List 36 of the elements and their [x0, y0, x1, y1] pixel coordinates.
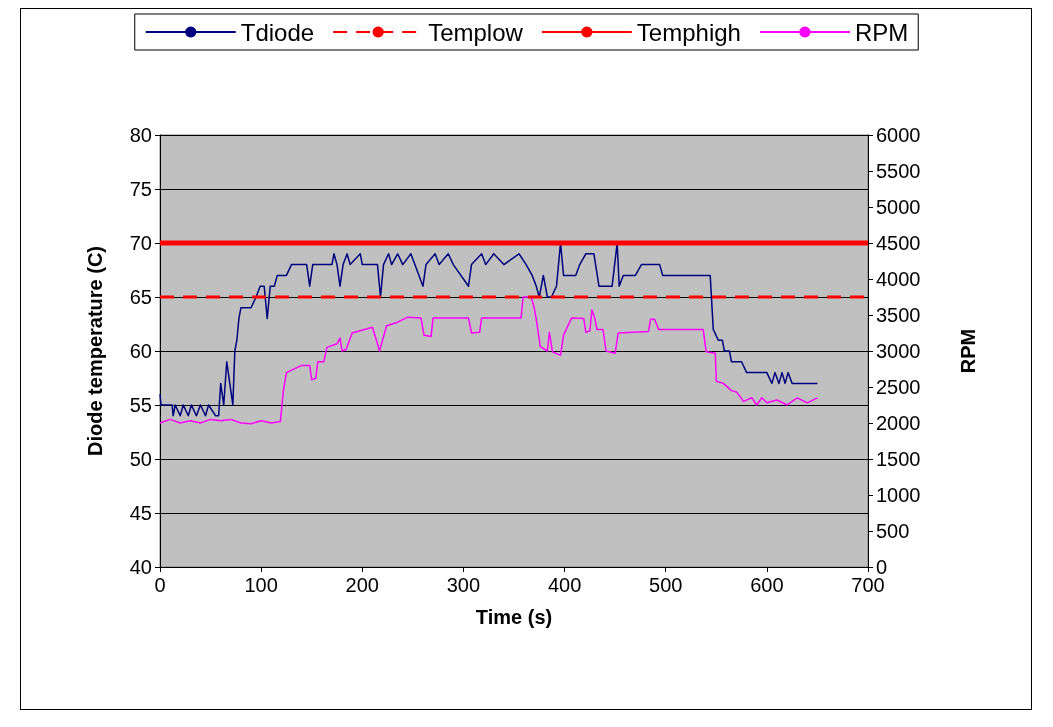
y2-tick-label: 4500 [876, 232, 921, 254]
y-tick-label: 75 [129, 178, 152, 200]
y2-tick-label: 1500 [876, 448, 921, 470]
line-series [159, 296, 819, 425]
y2-axis-title: RPM [957, 328, 979, 374]
y-axis-title: Diode temperature (C) [84, 245, 106, 457]
y2-tick-label: 4000 [876, 268, 921, 290]
x-axis-title: Time (s) [475, 606, 553, 628]
x-tick-label: 600 [750, 574, 784, 596]
y2-tick-label: 500 [876, 520, 910, 542]
y-tick-label: 40 [129, 556, 152, 578]
legend-label: Temphigh [636, 18, 741, 46]
x-tick-label: 500 [649, 574, 683, 596]
y2-tick-label: 2500 [876, 376, 921, 398]
y-tick-label: 55 [129, 394, 152, 416]
x-tick-label: 400 [547, 574, 582, 596]
y2-tick-label: 2000 [876, 412, 921, 434]
y-tick-label: 80 [129, 124, 152, 146]
y2-tick-label: 1000 [876, 484, 921, 506]
y2-tick-label: 5000 [876, 196, 921, 218]
legend-label: RPM [854, 18, 909, 46]
y-tick-label: 70 [129, 232, 152, 254]
x-tick-label: 300 [446, 574, 481, 596]
y-tick-label: 45 [129, 502, 152, 524]
y-tick-label: 50 [129, 448, 152, 470]
legend-label: Tdiode [240, 18, 315, 46]
y2-tick-label: 3500 [876, 304, 921, 326]
y2-tick-label: 3000 [876, 340, 921, 362]
y2-tick-label: 6000 [876, 124, 921, 146]
y-tick-label: 65 [129, 286, 152, 308]
x-tick-label: 0 [154, 574, 166, 596]
legend-label: Templow [428, 18, 524, 46]
x-tick-label: 200 [345, 574, 379, 596]
x-tick-label: 100 [244, 574, 278, 596]
y-tick-label: 60 [129, 340, 152, 362]
y2-tick-label: 5500 [876, 160, 921, 182]
